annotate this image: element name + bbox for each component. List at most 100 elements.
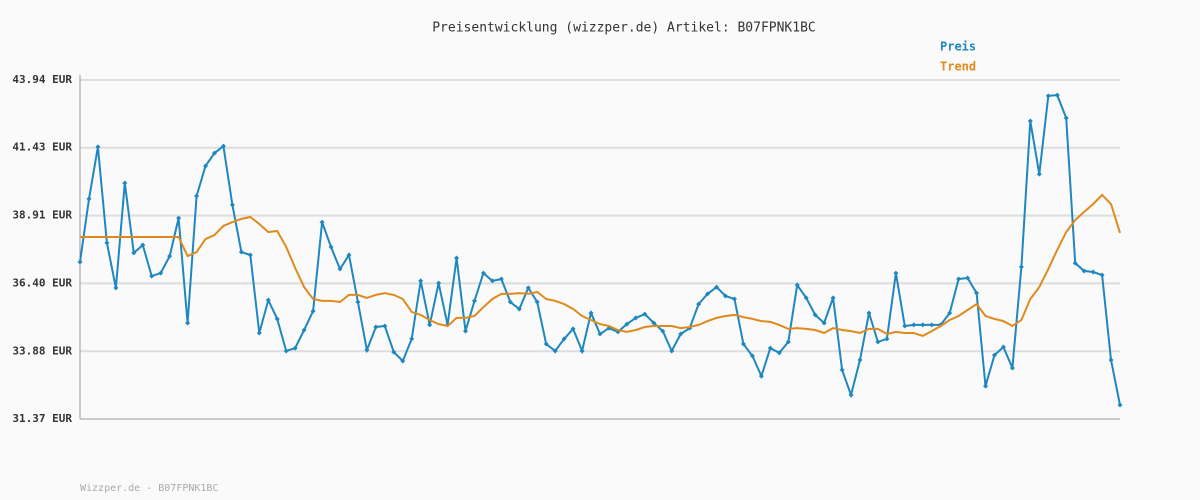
y-tick-label: 31.37 EUR	[12, 412, 72, 425]
y-tick-label: 41.43 EUR	[12, 141, 72, 154]
point	[1117, 402, 1123, 408]
point	[803, 295, 809, 301]
footer: Wizzper.de - B07FPNK1BC	[80, 483, 218, 494]
point	[427, 322, 433, 328]
point	[516, 306, 522, 312]
point	[220, 143, 226, 149]
point	[346, 252, 352, 258]
point	[785, 339, 791, 345]
point	[579, 348, 585, 354]
point	[893, 270, 899, 276]
point	[238, 249, 244, 255]
point	[956, 276, 962, 282]
point	[86, 196, 92, 202]
y-tick-label: 38.91 EUR	[12, 209, 72, 222]
point	[929, 322, 935, 328]
point	[848, 392, 854, 398]
legend-entry: Trend	[940, 60, 976, 74]
point	[409, 336, 415, 342]
point	[767, 345, 773, 351]
point	[1063, 115, 1069, 121]
point	[131, 250, 137, 256]
point	[382, 323, 388, 329]
point	[158, 270, 164, 276]
point	[705, 291, 711, 297]
point	[274, 316, 280, 322]
point	[597, 331, 603, 337]
point	[418, 278, 424, 284]
point	[875, 339, 881, 345]
point	[489, 278, 495, 284]
point	[247, 252, 253, 258]
point	[884, 336, 890, 342]
point	[1108, 357, 1114, 363]
point	[113, 285, 119, 291]
point	[678, 331, 684, 337]
y-tick-label: 33.88 EUR	[12, 344, 72, 357]
point	[525, 285, 531, 291]
point	[794, 282, 800, 288]
point	[498, 276, 504, 282]
point	[436, 280, 442, 286]
point	[749, 353, 755, 359]
point	[561, 336, 567, 342]
point	[1009, 365, 1015, 371]
point	[633, 315, 639, 321]
point	[104, 240, 110, 246]
point	[1081, 268, 1087, 274]
point	[669, 348, 675, 354]
point	[1000, 344, 1006, 350]
point	[337, 266, 343, 272]
point	[974, 290, 980, 296]
point	[920, 322, 926, 328]
point	[1054, 92, 1060, 98]
point	[507, 299, 513, 305]
point	[1099, 272, 1105, 278]
point	[740, 341, 746, 347]
point	[167, 253, 173, 259]
point	[211, 150, 217, 156]
point	[319, 219, 325, 225]
point	[229, 202, 235, 208]
point	[830, 295, 836, 301]
point	[185, 320, 191, 326]
point	[821, 320, 827, 326]
point	[588, 310, 594, 316]
point	[624, 321, 630, 327]
point	[149, 273, 155, 279]
point	[454, 255, 460, 261]
point	[1045, 93, 1051, 99]
point	[1036, 171, 1042, 177]
point	[983, 383, 989, 389]
point	[1027, 118, 1033, 124]
point	[965, 275, 971, 281]
point	[723, 293, 729, 299]
point	[839, 367, 845, 373]
point	[1018, 264, 1024, 270]
point	[400, 358, 406, 364]
point	[857, 357, 863, 363]
point	[328, 244, 334, 250]
point	[714, 284, 720, 290]
point	[758, 373, 764, 379]
point	[1072, 260, 1078, 266]
point	[292, 345, 298, 351]
series-line	[80, 193, 1121, 337]
point	[991, 352, 997, 358]
y-tick-label: 43.94 EUR	[12, 73, 72, 86]
point	[463, 328, 469, 334]
point	[776, 350, 782, 356]
point	[696, 301, 702, 307]
point	[812, 312, 818, 318]
point	[256, 330, 262, 336]
point	[866, 310, 872, 316]
point	[570, 326, 576, 332]
point	[947, 310, 953, 316]
point	[543, 341, 549, 347]
point	[364, 347, 370, 353]
point	[140, 242, 146, 248]
point	[391, 349, 397, 355]
point	[176, 215, 182, 221]
point	[203, 163, 209, 169]
